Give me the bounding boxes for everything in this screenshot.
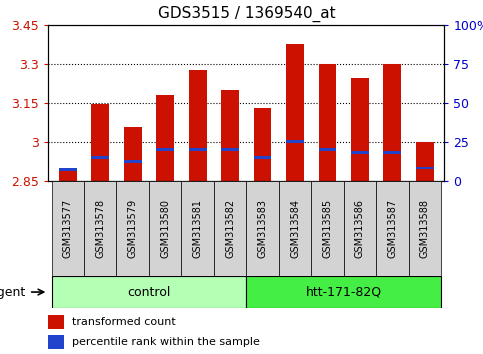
Text: GSM313584: GSM313584 xyxy=(290,199,300,258)
Bar xyxy=(59,169,77,181)
Text: GSM313578: GSM313578 xyxy=(95,199,105,258)
Text: percentile rank within the sample: percentile rank within the sample xyxy=(72,337,260,347)
Text: GSM313586: GSM313586 xyxy=(355,199,365,258)
Bar xyxy=(416,142,434,181)
Bar xyxy=(279,181,311,276)
Text: GSM313577: GSM313577 xyxy=(63,199,73,258)
Bar xyxy=(48,335,64,348)
Bar xyxy=(52,181,84,276)
Bar xyxy=(91,156,109,159)
Bar xyxy=(189,148,207,151)
Bar xyxy=(246,181,279,276)
Bar xyxy=(319,148,337,151)
Bar xyxy=(221,148,239,151)
Bar xyxy=(91,104,109,181)
Text: GSM313579: GSM313579 xyxy=(128,199,138,258)
Bar xyxy=(311,181,344,276)
Bar xyxy=(84,181,116,276)
Bar xyxy=(286,140,304,143)
Text: GSM313585: GSM313585 xyxy=(323,199,332,258)
Bar xyxy=(254,156,271,159)
Bar xyxy=(156,148,174,151)
Bar xyxy=(156,95,174,181)
Text: control: control xyxy=(127,286,170,298)
Bar xyxy=(182,181,214,276)
Bar xyxy=(124,127,142,181)
Title: GDS3515 / 1369540_at: GDS3515 / 1369540_at xyxy=(157,6,335,22)
Text: htt-171-82Q: htt-171-82Q xyxy=(306,286,382,298)
Bar xyxy=(254,108,271,181)
Bar xyxy=(189,70,207,181)
Text: GSM313588: GSM313588 xyxy=(420,199,430,258)
Text: GSM313580: GSM313580 xyxy=(160,199,170,258)
Bar xyxy=(149,181,182,276)
Bar xyxy=(221,90,239,181)
Bar xyxy=(384,151,401,154)
Text: transformed count: transformed count xyxy=(72,318,176,327)
Bar xyxy=(409,181,441,276)
Bar xyxy=(319,64,337,181)
Bar xyxy=(286,44,304,181)
Text: GSM313582: GSM313582 xyxy=(225,199,235,258)
Bar xyxy=(351,151,369,154)
Text: agent: agent xyxy=(0,286,26,298)
Text: GSM313581: GSM313581 xyxy=(193,199,203,258)
Bar xyxy=(384,64,401,181)
Bar xyxy=(124,160,142,163)
Text: GSM313583: GSM313583 xyxy=(257,199,268,258)
Bar xyxy=(48,315,64,329)
Bar xyxy=(351,78,369,181)
Bar xyxy=(246,276,441,308)
Text: GSM313587: GSM313587 xyxy=(387,199,398,258)
Bar xyxy=(376,181,409,276)
Bar xyxy=(116,181,149,276)
Bar xyxy=(52,276,246,308)
Bar xyxy=(416,167,434,170)
Bar xyxy=(59,168,77,171)
Bar xyxy=(344,181,376,276)
Bar xyxy=(214,181,246,276)
